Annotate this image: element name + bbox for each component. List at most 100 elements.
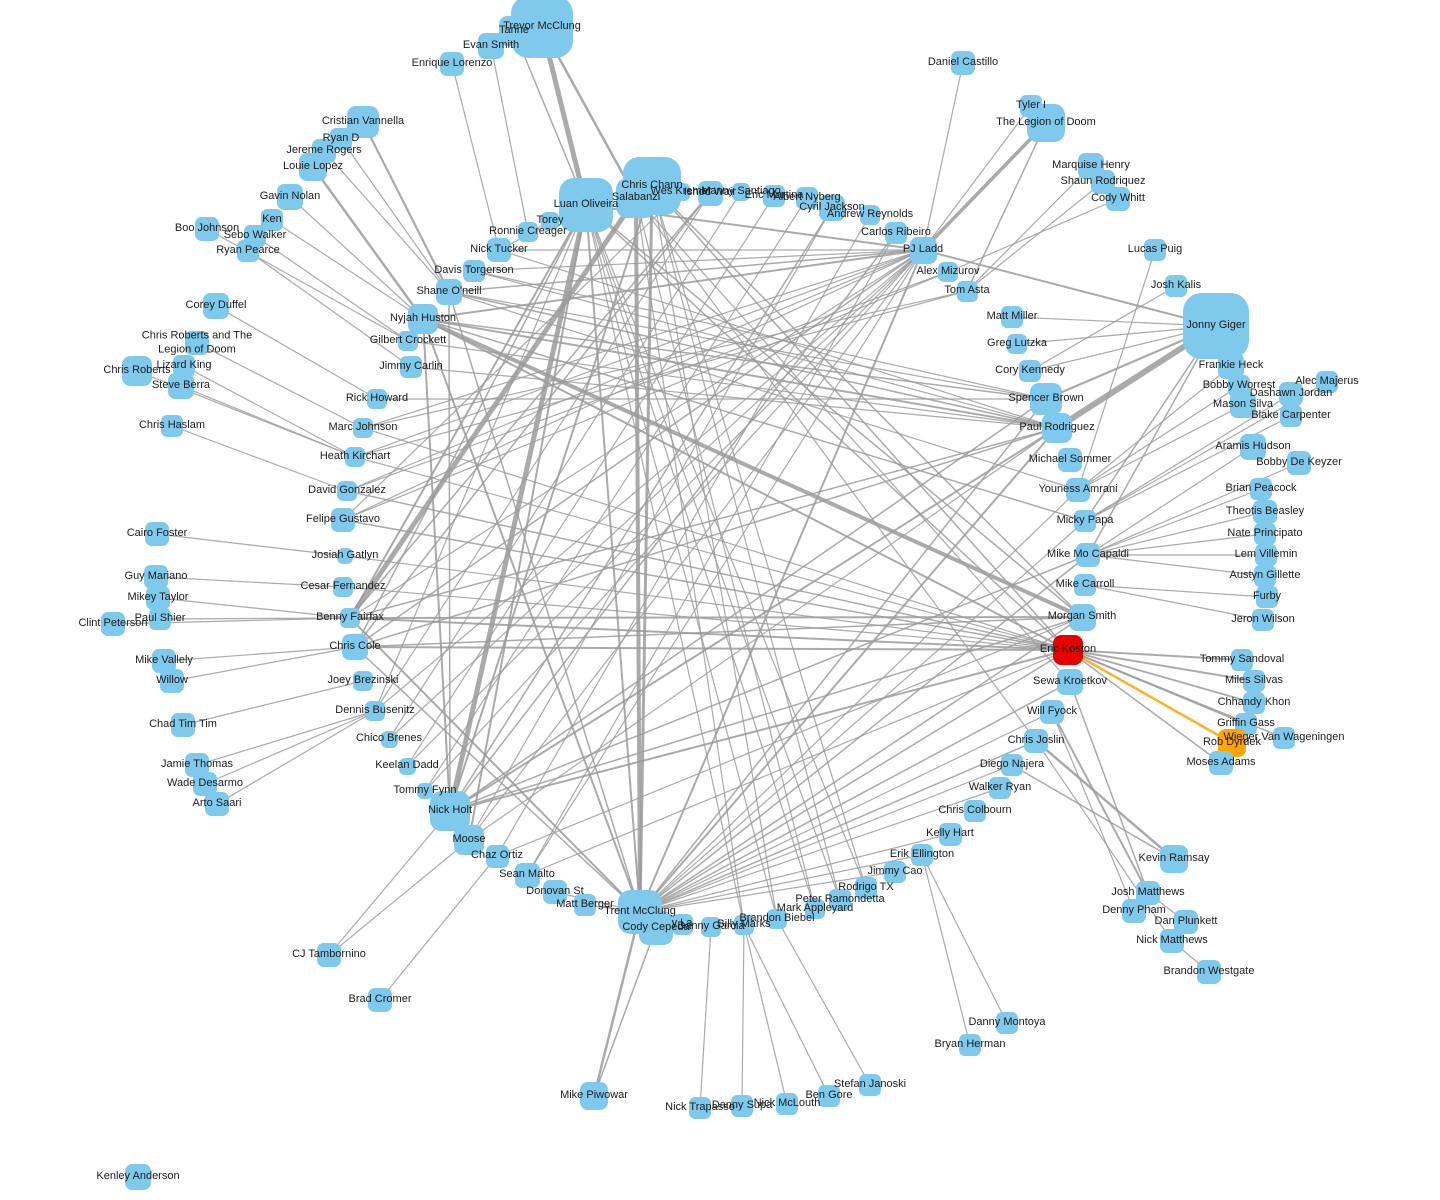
graph-node-jeronw[interactable] [1252,609,1274,631]
graph-node-nyjah[interactable] [408,304,438,334]
graph-node-erike[interactable] [911,844,933,866]
graph-node-gilbert[interactable] [398,331,418,351]
graph-node-lucas[interactable] [1144,239,1166,261]
graph-node-frankie[interactable] [1218,353,1244,379]
graph-node-dennisb[interactable] [365,701,385,721]
graph-node-koston[interactable] [1053,635,1083,665]
graph-node-marcj[interactable] [353,418,373,438]
graph-node-codyc[interactable] [639,911,673,945]
graph-node-micky[interactable] [1074,510,1096,532]
graph-node-bengore[interactable] [818,1085,840,1107]
graph-node-ishod[interactable] [697,180,723,206]
graph-node-tommysand[interactable] [1231,649,1253,671]
graph-node-davidg[interactable] [337,481,357,501]
graph-node-tomasta[interactable] [956,280,978,302]
graph-node-chhandy[interactable] [1243,692,1265,714]
graph-node-rickh[interactable] [367,389,387,409]
graph-node-mikeyt[interactable] [146,586,170,610]
graph-node-furby[interactable] [1256,586,1278,608]
graph-node-lizard[interactable] [173,355,195,377]
graph-node-daniel[interactable] [951,51,975,75]
graph-node-andrewr[interactable] [860,205,880,225]
graph-node-tommyf[interactable] [417,783,433,799]
graph-node-seanm[interactable] [514,862,540,888]
graph-node-marka[interactable] [805,899,825,919]
graph-node-enrique[interactable] [440,52,464,76]
graph-node-mason[interactable] [1230,392,1256,418]
graph-node-ryanp[interactable] [237,240,259,262]
graph-node-steveb[interactable] [168,373,194,399]
graph-node-austyn[interactable] [1254,565,1276,587]
graph-node-joeyb[interactable] [353,671,373,691]
graph-node-clint[interactable] [101,612,125,636]
graph-node-michaels[interactable] [1058,448,1082,472]
graph-node-dannyg[interactable] [701,917,721,937]
graph-node-benny[interactable] [340,608,360,628]
graph-node-ken[interactable] [261,209,283,231]
graph-node-nickholt[interactable] [430,791,470,831]
graph-node-albertn[interactable] [796,187,818,209]
graph-node-heath[interactable] [345,447,365,467]
graph-node-biebel[interactable] [767,909,787,929]
graph-node-morgan[interactable] [1068,603,1096,631]
graph-node-legion[interactable] [1027,104,1065,142]
graph-node-stefan[interactable] [859,1074,881,1096]
graph-node-coryk[interactable] [1019,360,1041,382]
graph-node-cairo[interactable] [145,522,169,546]
graph-node-aramis[interactable] [1240,434,1266,460]
graph-node-shane[interactable] [436,279,462,305]
graph-node-jonny[interactable] [1183,293,1249,359]
graph-node-wieger[interactable] [1273,727,1295,749]
graph-node-jimmyc[interactable] [400,356,422,378]
graph-node-mattm[interactable] [1001,306,1023,328]
graph-node-lem[interactable] [1255,544,1277,566]
graph-node-torey[interactable] [541,212,559,230]
graph-node-nickmat[interactable] [1160,929,1184,953]
graph-node-louie[interactable] [299,153,327,181]
graph-node-paulrod[interactable] [1042,413,1072,443]
graph-node-kellyh[interactable] [938,822,962,846]
graph-node-cesar[interactable] [333,577,353,597]
graph-node-jimmycao[interactable] [884,861,906,883]
graph-node-donovan[interactable] [543,880,567,904]
graph-node-blake[interactable] [1280,405,1302,427]
graph-node-bradc[interactable] [368,988,392,1012]
graph-node-youness[interactable] [1066,478,1090,502]
graph-node-mikemo[interactable] [1076,543,1100,567]
graph-node-josiah[interactable] [337,548,353,564]
graph-node-arto[interactable] [205,792,229,816]
graph-node-boo[interactable] [195,217,219,241]
graph-node-chadtt[interactable] [171,713,195,737]
graph-node-dashawn[interactable] [1279,382,1303,406]
graph-node-salabanzi[interactable] [616,178,656,218]
graph-node-guym[interactable] [144,565,168,589]
graph-node-peterr[interactable] [829,889,851,911]
graph-node-moose[interactable] [454,825,484,855]
graph-node-chriscolb[interactable] [964,800,986,822]
graph-node-kenley[interactable] [125,1164,151,1190]
graph-node-cyril[interactable] [819,195,845,221]
graph-node-ericmart[interactable] [763,185,785,207]
graph-node-dannysupa[interactable] [731,1095,753,1117]
graph-node-moses[interactable] [1209,751,1233,775]
graph-node-cj[interactable] [317,943,341,967]
graph-node-mikecarr[interactable] [1074,574,1096,596]
graph-node-spencer[interactable] [1030,383,1062,415]
graph-node-diego[interactable] [1001,754,1023,776]
graph-node-willow[interactable] [160,669,184,693]
graph-node-davist[interactable] [463,260,485,282]
graph-node-chrisjos[interactable] [1024,729,1048,753]
graph-node-kevinr[interactable] [1160,845,1188,873]
graph-node-nickmcl[interactable] [776,1093,798,1115]
graph-node-chriscole[interactable] [342,634,368,660]
graph-node-brianp[interactable] [1250,478,1272,500]
graph-node-ronnie[interactable] [518,222,538,242]
graph-node-chico[interactable] [380,730,398,748]
graph-node-luan[interactable] [559,178,613,232]
graph-node-dannymont[interactable] [996,1012,1018,1034]
graph-node-denny[interactable] [1122,899,1146,923]
graph-node-natep[interactable] [1254,523,1276,545]
graph-node-yla[interactable] [671,913,693,935]
graph-node-alec[interactable] [1316,371,1338,393]
graph-node-greg[interactable] [1007,334,1027,354]
